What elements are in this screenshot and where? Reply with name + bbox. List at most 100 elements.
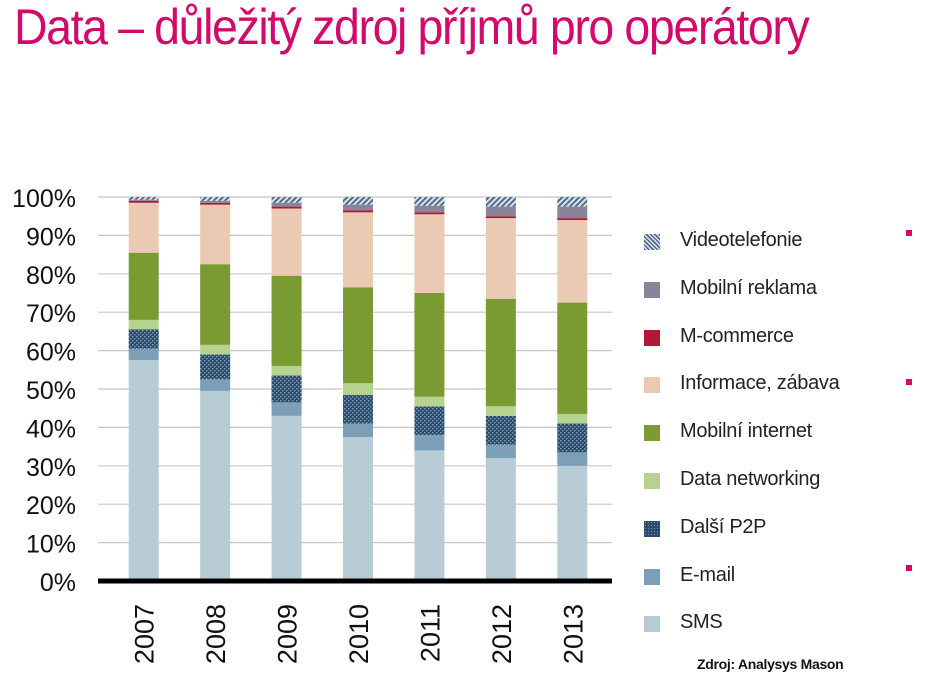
- bar-segment: [200, 390, 231, 581]
- bar-segment: [557, 220, 588, 303]
- bar-segment: [485, 206, 516, 217]
- bar-segment: [557, 465, 588, 581]
- bullet-marker: [906, 565, 912, 571]
- bar-segment: [414, 214, 445, 293]
- legend-label: Informace, zábava: [680, 372, 840, 395]
- bar-segment: [557, 413, 588, 424]
- bar-segment: [128, 200, 159, 203]
- bar-segment: [557, 206, 588, 219]
- legend-swatch: [644, 568, 660, 585]
- bar-segment: [343, 383, 373, 395]
- y-tick-label: 60%: [26, 339, 76, 367]
- bar-segment: [557, 423, 588, 453]
- legend-swatch: [644, 234, 660, 250]
- bar-segment: [414, 406, 445, 436]
- legend-swatch: [644, 616, 660, 633]
- legend-item: E-mail: [642, 564, 912, 588]
- legend-label: Data networking: [680, 468, 821, 490]
- bar-segment: [414, 205, 445, 213]
- bar-segment: [485, 216, 516, 219]
- bullet-marker: [906, 379, 912, 385]
- bar-segment: [128, 329, 159, 349]
- bar-segment: [128, 252, 159, 320]
- x-tick-label: 2009: [273, 604, 303, 664]
- bar-segment: [343, 287, 373, 384]
- bar-segment: [557, 302, 588, 414]
- legend-label: Další P2P: [680, 515, 767, 538]
- y-tick-label: 70%: [26, 300, 76, 328]
- bar-segment: [485, 444, 516, 459]
- x-tick-label: 2012: [487, 604, 517, 664]
- legend-swatch: [644, 281, 660, 298]
- bar-segment: [414, 396, 445, 407]
- legend-label: E-mail: [680, 563, 735, 586]
- bar-segment: [200, 344, 231, 355]
- source-note: Zdroj: Analysys Mason: [697, 656, 844, 672]
- bar-segment: [343, 423, 373, 437]
- bar-segment: [200, 379, 231, 391]
- legend-swatch: [644, 329, 660, 346]
- bullet-marker: [906, 230, 912, 236]
- legend-label: Videotelefonie: [680, 229, 803, 251]
- bar-segment: [414, 197, 445, 206]
- bar-segment: [343, 197, 373, 205]
- legend-item: SMS: [642, 611, 912, 635]
- bar-segment: [128, 199, 159, 201]
- bar-segment: [343, 204, 373, 211]
- bar-segment: [343, 437, 373, 581]
- legend-item: Informace, zábava: [642, 372, 912, 396]
- bar-segment: [271, 208, 302, 276]
- legend-label: Mobilní reklama: [680, 276, 817, 299]
- y-tick-label: 10%: [26, 531, 76, 559]
- bar-segment: [485, 197, 516, 207]
- bar-segment: [343, 212, 373, 288]
- bar-segment: [557, 452, 588, 466]
- y-tick-label: 80%: [26, 262, 76, 290]
- bar-segment: [343, 210, 373, 213]
- y-tick-label: 30%: [26, 454, 76, 482]
- bar-segment: [271, 206, 302, 209]
- bar-segment: [557, 218, 588, 221]
- bar-segment: [271, 202, 302, 207]
- legend-item: M-commerce: [642, 325, 912, 349]
- stacked-bar-chart: 0% 10% 20% 30% 40% 50% 60% 70% 80% 90% 100% 2007 20…: [12, 185, 612, 664]
- bar-segment: [414, 435, 445, 451]
- legend-swatch: [644, 425, 660, 442]
- legend-item: Mobilní internet: [642, 420, 912, 444]
- legend-item: Data networking: [642, 468, 912, 492]
- legend-label: M-commerce: [680, 324, 794, 347]
- legend-item: Mobilní reklama: [642, 277, 912, 301]
- bar-segment: [200, 200, 231, 203]
- bar-segment: [414, 212, 445, 215]
- bar-segment: [485, 406, 516, 416]
- bar-segment: [200, 202, 231, 205]
- bar-segment: [200, 264, 231, 345]
- legend-label: Mobilní internet: [680, 420, 812, 443]
- y-tick-label: 50%: [26, 377, 76, 405]
- bar-segment: [271, 375, 302, 403]
- bar-segment: [271, 365, 302, 376]
- bar-segment: [414, 450, 445, 581]
- legend-item: Další P2P: [642, 516, 912, 540]
- bar-segment: [485, 415, 516, 445]
- bar-segment: [271, 415, 302, 581]
- bar-segment: [414, 293, 445, 397]
- legend-item: Videotelefonie: [642, 229, 912, 253]
- x-tick-label: 2010: [344, 604, 374, 664]
- legend-swatch: [644, 520, 660, 537]
- bar-segment: [271, 402, 302, 416]
- y-tick-label: 20%: [26, 492, 76, 520]
- bar-segment: [485, 458, 516, 581]
- y-tick-label: 90%: [26, 223, 76, 251]
- bar-segment: [128, 319, 159, 330]
- x-tick-label: 2011: [415, 604, 445, 662]
- bar-segment: [343, 394, 373, 424]
- bar-segment: [128, 197, 159, 200]
- bar-segment: [128, 360, 159, 581]
- x-tick-label: 2013: [558, 604, 588, 664]
- bar-segment: [485, 298, 516, 407]
- chart-legend: Videotelefonie Mobilní reklama M-commerce I…: [642, 0, 922, 695]
- x-tick-label: 2008: [201, 604, 231, 664]
- y-tick-label: 0%: [40, 569, 76, 597]
- legend-swatch: [644, 377, 660, 394]
